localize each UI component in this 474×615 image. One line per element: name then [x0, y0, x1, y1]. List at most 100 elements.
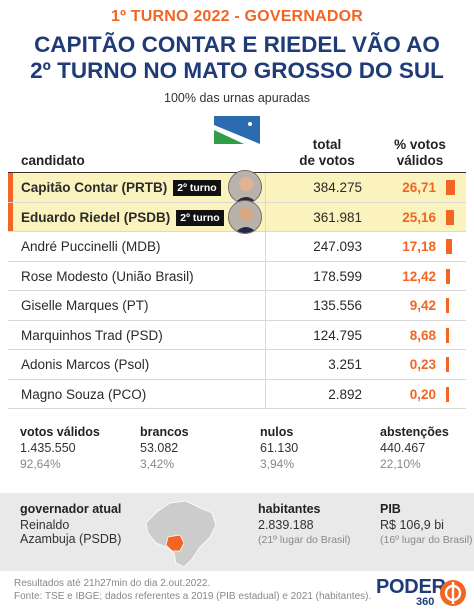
candidate-name: Magno Souza (PCO): [21, 386, 147, 402]
stat-value: 61.130: [260, 441, 299, 455]
row-accent: [8, 202, 13, 231]
col-header-pct: % votos válidos: [380, 137, 460, 169]
stat-null-votes: nulos 61.130 3,94%: [260, 425, 298, 471]
gdp-rank: (16º lugar do Brasil): [380, 534, 473, 546]
row-divider: [265, 173, 266, 202]
stat-label: nulos: [260, 425, 294, 439]
pct-bar: [446, 298, 449, 313]
poder360-logo: PODER 360: [376, 576, 466, 608]
vote-count: 3.251: [328, 357, 362, 372]
pct-bar: [446, 268, 450, 284]
table-row: Adonis Marcos (Psol) 3.251 0,23: [8, 350, 466, 380]
row-divider: [265, 261, 266, 290]
table-row: Giselle Marques (PT) 135.556 9,42: [8, 291, 466, 321]
population: habitantes 2.839.188 (21º lugar do Brasi…: [258, 502, 351, 546]
stat-label: votos válidos: [20, 425, 100, 439]
headline: CAPITÃO CONTAR E RIEDEL VÃO AO 2º TURNO …: [0, 32, 474, 84]
headline-line-1: CAPITÃO CONTAR E RIEDEL VÃO AO: [34, 32, 440, 57]
stat-value: 440.467: [380, 441, 426, 455]
pct-bar: [446, 386, 449, 402]
kicker: 1º TURNO 2022 - GOVERNADOR: [111, 8, 363, 25]
stat-valid-votes: votos válidos 1.435.550 92,64%: [20, 425, 100, 471]
row-divider: [265, 291, 266, 320]
row-accent: [8, 173, 13, 202]
candidate-photo: [228, 170, 262, 204]
vote-pct: 26,71: [402, 180, 436, 195]
governor-label: governador atual: [20, 502, 122, 516]
stat-label: abstenções: [380, 425, 449, 439]
vote-count: 361.981: [313, 209, 362, 225]
col-header-pct-l1: % votos: [394, 137, 446, 152]
stat-blank-votes: brancos 53.082 3,42%: [140, 425, 189, 471]
vote-pct: 0,23: [409, 357, 436, 372]
table-row: Eduardo Riedel (PSDB) 2º turno 361.981 25…: [8, 199, 466, 234]
vote-count: 384.275: [313, 180, 362, 195]
table-row: Capitão Contar (PRTB) 2º turno 384.275 26…: [8, 170, 466, 204]
table-row: André Puccinelli (MDB) 247.093 17,18: [8, 232, 466, 262]
candidate-name: Capitão Contar (PRTB) 2º turno: [21, 180, 221, 196]
ms-state-flag-icon: [214, 116, 260, 144]
headline-line-2: 2º TURNO NO MATO GROSSO DO SUL: [30, 58, 444, 83]
stat-label: brancos: [140, 425, 189, 439]
vote-count: 247.093: [313, 239, 362, 254]
table-row: Magno Souza (PCO) 2.892 0,20: [8, 379, 466, 409]
population-rank: (21º lugar do Brasil): [258, 534, 351, 546]
logo-mark-icon: [440, 580, 466, 606]
gdp-value: R$ 106,9 bi: [380, 518, 444, 532]
pct-bar: [446, 327, 449, 343]
col-header-total: total de votos: [290, 137, 364, 169]
vote-count: 124.795: [313, 327, 362, 343]
footer-line-1: Resultados até 21h27min do dia 2.out.202…: [14, 578, 211, 589]
candidate-name: Marquinhos Trad (PSD): [21, 327, 163, 343]
table-row: Rose Modesto (União Brasil) 178.599 12,4…: [8, 261, 466, 291]
row-divider: [265, 202, 266, 231]
candidate-name: Giselle Marques (PT): [21, 298, 149, 313]
brazil-map-icon: [145, 500, 217, 568]
table-row: Marquinhos Trad (PSD) 124.795 8,68: [8, 320, 466, 350]
pct-bar: [446, 180, 455, 195]
stat-pct: 92,64%: [20, 457, 61, 471]
stat-value: 1.435.550: [20, 441, 76, 455]
vote-pct: 0,20: [409, 386, 436, 402]
vote-count: 2.892: [328, 386, 362, 402]
stat-pct: 3,42%: [140, 457, 175, 471]
stat-value: 53.082: [140, 441, 179, 455]
gdp-label: PIB: [380, 502, 401, 516]
governor-name-l1: Reinaldo: [20, 518, 70, 532]
population-label: habitantes: [258, 502, 321, 516]
stat-abstentions: abstenções 440.467 22,10%: [380, 425, 449, 471]
subtitle: 100% das urnas apuradas: [164, 91, 310, 105]
footer-line-2: Fonte: TSE e IBGE; dados referentes a 20…: [14, 591, 372, 602]
runoff-badge: 2º turno: [173, 180, 221, 196]
col-header-total-l2: de votos: [299, 153, 355, 168]
logo-wordmark: PODER: [376, 576, 446, 598]
row-divider: [265, 232, 266, 261]
vote-pct: 8,68: [409, 327, 436, 343]
vote-pct: 9,42: [409, 298, 436, 313]
runoff-badge: 2º turno: [176, 209, 224, 226]
pct-bar: [446, 357, 449, 372]
col-header-pct-l2: válidos: [396, 153, 444, 168]
stat-pct: 22,10%: [380, 457, 421, 471]
current-governor: governador atual Reinaldo Azambuja (PSDB…: [20, 502, 121, 546]
pct-bar: [446, 209, 454, 225]
governor-name-l2: Azambuja (PSDB): [20, 532, 122, 546]
gdp: PIB R$ 106,9 bi (16º lugar do Brasil): [380, 502, 473, 546]
candidate-name: Eduardo Riedel (PSDB) 2º turno: [21, 209, 224, 226]
candidate-name: Rose Modesto (União Brasil): [21, 268, 194, 284]
vote-count: 178.599: [313, 268, 362, 284]
results-table: Capitão Contar (PRTB) 2º turno 384.275 26…: [8, 170, 466, 409]
candidate-photo: [228, 199, 262, 234]
population-value: 2.839.188: [258, 518, 314, 532]
state-info-box: governador atual Reinaldo Azambuja (PSDB…: [0, 493, 474, 571]
logo-number: 360: [416, 596, 435, 608]
vote-pct: 17,18: [402, 239, 436, 254]
candidate-name: Adonis Marcos (Psol): [21, 357, 150, 372]
row-divider: [265, 350, 266, 379]
vote-pct: 25,16: [402, 209, 436, 225]
row-divider: [265, 320, 266, 349]
col-header-total-l1: total: [312, 137, 342, 152]
vote-count: 135.556: [313, 298, 362, 313]
col-header-candidate: candidato: [21, 153, 85, 168]
row-divider: [265, 379, 266, 408]
